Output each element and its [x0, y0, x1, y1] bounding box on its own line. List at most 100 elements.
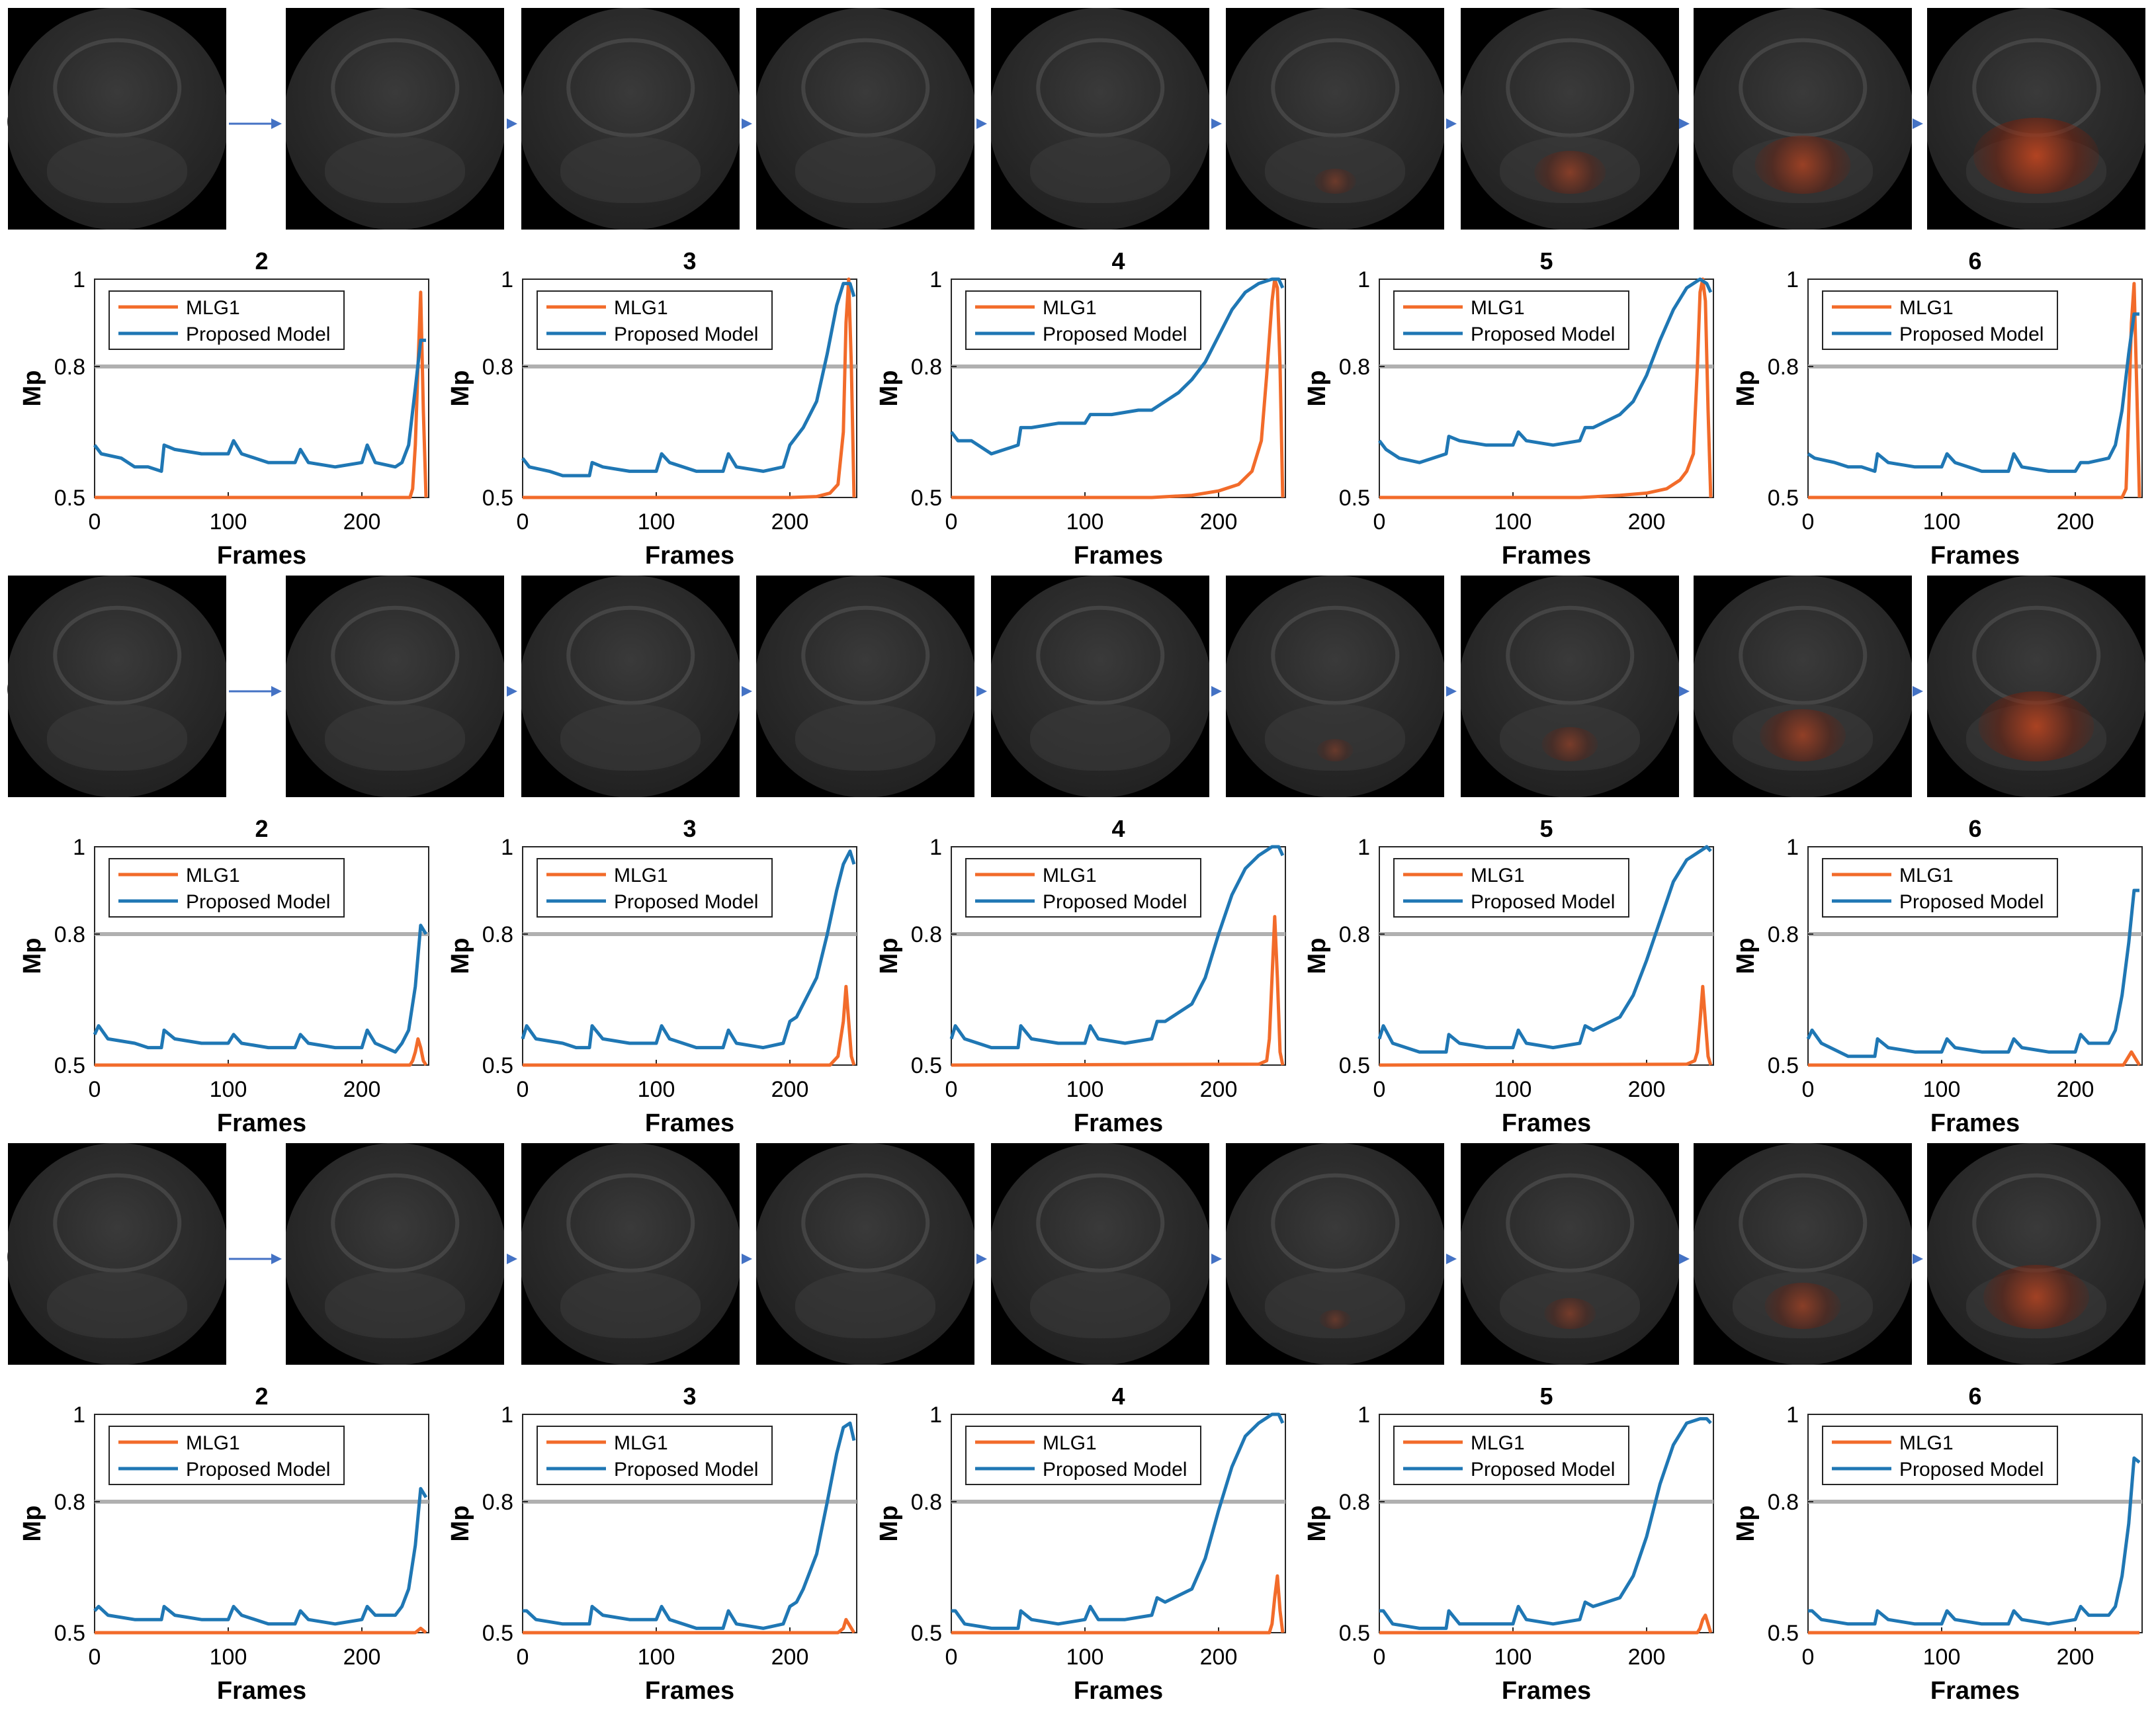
x-tick-label: 0	[89, 509, 101, 535]
x-axis-label: Frames	[217, 1677, 306, 1705]
series-line-mlg1	[523, 1617, 856, 1635]
ceiling-ring	[1036, 605, 1164, 705]
fisheye-frame-thumbnail	[756, 576, 974, 797]
x-tick-label: 0	[1373, 1077, 1386, 1102]
series-line-mlg1	[1808, 282, 2141, 499]
ceiling-ring	[1506, 605, 1634, 705]
series-line-mlg1	[1379, 984, 1713, 1067]
fisheye-frame-thumbnail	[756, 8, 974, 230]
x-tick-label: 100	[1923, 509, 1961, 535]
series-line-mlg1	[523, 984, 856, 1067]
x-tick-label: 0	[1802, 1077, 1815, 1102]
chart-title: 3	[683, 1383, 696, 1410]
x-tick-label: 0	[517, 1077, 529, 1102]
legend-box	[1393, 290, 1629, 350]
x-tick-label: 100	[638, 1645, 675, 1670]
ceiling-ring	[1271, 38, 1399, 138]
fisheye-frame-thumbnail	[8, 1143, 226, 1365]
chart-panel: 0.5 0.8 1 0 100 200 4 Frames Mp MLG1 Proposed Mode…	[875, 1383, 1286, 1705]
chart-legend: MLG1 Proposed Model	[1393, 1426, 1629, 1485]
series-line-mlg1	[523, 277, 856, 499]
y-tick-label: 0.8	[54, 922, 85, 947]
legend-box	[108, 290, 345, 350]
y-tick-label: 0.8	[911, 922, 942, 947]
y-tick-label: 0.5	[1339, 1053, 1370, 1078]
legend-label: MLG1	[1043, 865, 1097, 886]
y-tick-label: 1	[73, 835, 85, 860]
legend-box	[537, 1426, 773, 1485]
legend-label: Proposed Model	[614, 323, 758, 345]
ceiling-ring	[53, 1173, 181, 1273]
x-tick-label: 100	[638, 509, 675, 535]
fisheye-frame-thumbnail	[8, 8, 226, 230]
legend-label: MLG1	[1899, 1432, 1954, 1454]
ceiling-ring	[1271, 1173, 1399, 1273]
legend-label: MLG1	[1471, 297, 1525, 319]
legend-label: MLG1	[1471, 865, 1525, 886]
x-tick-label: 200	[2057, 1645, 2094, 1670]
x-axis-label: Frames	[1930, 1677, 2020, 1705]
chart-legend: MLG1 Proposed Model	[537, 290, 773, 350]
chart-title: 4	[1111, 247, 1125, 275]
chart-panel: 0.5 0.8 1 0 100 200 6 Frames Mp MLG1 Proposed Mode…	[1732, 815, 2143, 1137]
series-line-mlg1	[95, 290, 428, 499]
chart-legend: MLG1 Proposed Model	[537, 1426, 773, 1485]
x-axis-label: Frames	[1074, 1677, 1163, 1705]
ceiling-ring	[801, 605, 929, 705]
fisheye-frame-thumbnail	[1927, 8, 2145, 230]
legend-label: Proposed Model	[1471, 891, 1615, 913]
fire-region	[1534, 150, 1606, 194]
x-tick-label: 200	[1628, 1077, 1666, 1102]
x-tick-label: 100	[1494, 1645, 1532, 1670]
x-axis-label: Frames	[1930, 1109, 2020, 1137]
floor-area	[560, 136, 701, 203]
x-axis-label: Frames	[645, 1677, 734, 1705]
legend-label: MLG1	[186, 297, 240, 319]
x-axis-label: Frames	[1502, 1109, 1591, 1137]
ceiling-ring	[1739, 1173, 1867, 1273]
ceiling-ring	[1036, 38, 1164, 138]
fisheye-frame-thumbnail	[1694, 8, 1912, 230]
floor-area	[1265, 136, 1405, 203]
y-axis-label: Mp	[19, 938, 46, 974]
legend-label: Proposed Model	[186, 891, 330, 913]
chart-legend: MLG1 Proposed Model	[1393, 858, 1629, 918]
x-axis-label: Frames	[1502, 542, 1591, 570]
fire-region	[1314, 168, 1356, 194]
legend-label: MLG1	[1471, 1432, 1525, 1454]
chart-panel: 0.5 0.8 1 0 100 200 2 Frames Mp MLG1 Proposed Mode…	[19, 815, 429, 1137]
ceiling-ring	[1506, 1173, 1634, 1273]
y-tick-label: 0.5	[911, 1621, 942, 1646]
legend-box	[1822, 1426, 2058, 1485]
legend-label: Proposed Model	[1899, 1459, 2044, 1481]
chart-title: 6	[1968, 815, 1981, 842]
y-tick-label: 0.8	[911, 1490, 942, 1515]
ceiling-ring	[53, 605, 181, 705]
legend-box	[108, 1426, 345, 1485]
chart-title: 2	[255, 1383, 268, 1410]
y-tick-label: 0.5	[1768, 486, 1799, 511]
y-tick-label: 1	[73, 267, 85, 292]
floor-area	[560, 1271, 701, 1338]
legend-box	[537, 858, 773, 918]
chart-legend: MLG1 Proposed Model	[537, 858, 773, 918]
floor-area	[795, 136, 935, 203]
legend-label: MLG1	[1043, 1432, 1097, 1454]
legend-box	[108, 858, 345, 918]
x-tick-label: 0	[517, 509, 529, 535]
x-tick-label: 0	[1802, 509, 1815, 535]
series-line-mlg1	[1808, 1050, 2141, 1067]
fisheye-frame-thumbnail	[1461, 1143, 1679, 1365]
x-tick-label: 200	[771, 1645, 809, 1670]
chart-panel: 0.5 0.8 1 0 100 200 2 Frames Mp MLG1 Proposed Mode…	[19, 1383, 429, 1705]
ceiling-ring	[1506, 38, 1634, 138]
fisheye-frame-thumbnail	[521, 576, 740, 797]
y-tick-label: 1	[1786, 1402, 1799, 1428]
y-tick-label: 0.5	[1339, 1621, 1370, 1646]
y-tick-label: 1	[501, 1402, 513, 1428]
series-line-proposed-model	[949, 845, 1285, 1050]
chart-legend: MLG1 Proposed Model	[108, 858, 345, 918]
x-tick-label: 200	[1628, 1645, 1666, 1670]
x-tick-label: 0	[89, 1077, 101, 1102]
fire-region	[1541, 727, 1598, 762]
